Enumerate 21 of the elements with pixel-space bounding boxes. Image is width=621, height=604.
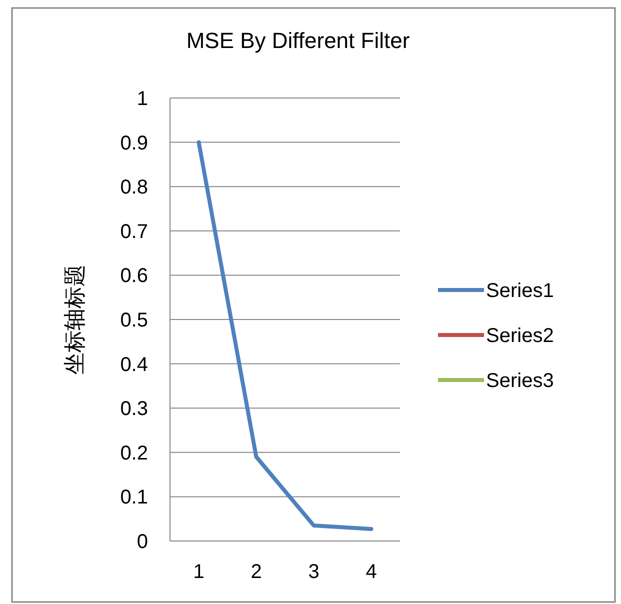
y-axis-title: 坐标轴标题 [62, 264, 87, 374]
y-tick-label: 0.9 [120, 132, 148, 154]
y-tick-label: 0 [136, 531, 148, 553]
y-tick-label: 0.7 [120, 220, 148, 243]
line-series [196, 140, 374, 532]
legend-label: Series1 [486, 280, 554, 302]
chart-title: MSE By Different Filter [186, 28, 410, 53]
x-tick-label: 2 [250, 561, 262, 583]
legend-label: Series3 [486, 370, 554, 392]
y-tick-label: 0.1 [120, 486, 148, 509]
x-tick-label: 1 [193, 561, 204, 583]
x-tick-label: 4 [366, 561, 377, 583]
x-tick-label: 3 [308, 561, 320, 583]
legend-label: Series2 [486, 325, 554, 347]
y-tick-label: 0.5 [120, 310, 148, 332]
y-tick-label: 0.8 [120, 176, 148, 199]
y-tick-label: 0.3 [120, 398, 148, 420]
y-tick-label: 1 [136, 88, 148, 110]
y-tick-label: 0.6 [120, 265, 148, 288]
y-tick-label: 0.4 [120, 354, 148, 376]
y-tick-label: 0.2 [120, 442, 148, 464]
